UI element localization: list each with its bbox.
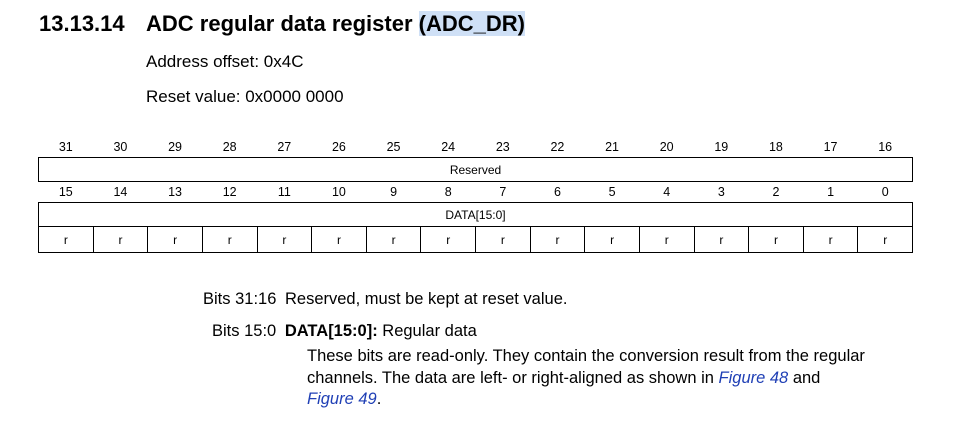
bit-number: 22 — [550, 140, 565, 154]
figure-48-link[interactable]: Figure 48 — [718, 369, 789, 387]
data-field-name: DATA[15:0]: — [284, 322, 378, 340]
bit-number: 10 — [331, 185, 346, 199]
access-type-cell: r — [92, 226, 149, 253]
access-type-cell: r — [638, 226, 695, 253]
access-type-cell: r — [311, 226, 367, 253]
bit-number: 21 — [605, 140, 620, 154]
reset-value: Reset value: 0x0000 0000 — [146, 87, 344, 106]
bits-15-0-detail-line-2: channels. The data are left- or right-al… — [307, 367, 820, 389]
bit-number: 29 — [168, 140, 183, 154]
upper-field-row: Reserved — [38, 157, 913, 182]
access-type-cell: r — [857, 226, 913, 253]
bit-number: 30 — [113, 140, 128, 154]
bit-number: 28 — [222, 140, 237, 154]
upper-bit-numbers-row: 31 30 29 28 27 26 25 24 23 22 21 20 19 18 17 16 — [39, 137, 913, 158]
figure-49-link[interactable]: Figure 49 — [307, 390, 377, 408]
access-type-cell: r — [584, 226, 640, 253]
bit-number: 7 — [499, 185, 507, 199]
section-title: ADC regular data register — [146, 11, 419, 36]
bit-number: 18 — [768, 140, 783, 154]
bit-number: 27 — [277, 140, 292, 154]
register-bit-table: 31 30 29 28 27 26 25 24 23 22 21 20 19 18 17 16 Reserve… — [38, 137, 913, 253]
reserved-field: Reserved — [38, 157, 913, 182]
bit-number: 8 — [444, 185, 452, 199]
selected-register-name[interactable]: (ADC_DR) — [418, 11, 525, 36]
access-type-cell: r — [38, 226, 94, 253]
bit-number: 20 — [659, 140, 674, 154]
data-field: DATA[15:0] — [38, 202, 913, 227]
section-number: 13.13.14 — [39, 11, 125, 36]
detail-text-and: and — [788, 369, 821, 387]
detail-text-period: . — [376, 390, 382, 408]
access-type-cell: r — [529, 226, 586, 253]
lower-bit-numbers-row: 15 14 13 12 11 10 9 8 7 6 5 4 3 2 1 0 — [39, 182, 913, 203]
bit-number: 19 — [714, 140, 729, 154]
access-type-cell: r — [748, 226, 804, 253]
address-offset: Address offset: 0x4C — [146, 52, 304, 71]
detail-text: channels. The data are left- or right-al… — [307, 369, 719, 387]
access-type-cell: r — [420, 226, 476, 253]
access-type-cell: r — [201, 226, 258, 253]
bit-range-31-16: Bits 31:16 — [203, 290, 277, 308]
bit-number: 6 — [553, 185, 561, 199]
data-field-summary: Regular data — [377, 322, 477, 340]
bit-range-15-0: Bits 15:0 — [212, 322, 277, 340]
bit-number: 4 — [663, 185, 671, 199]
bits-15-0-detail-line-1: These bits are read-only. They contain t… — [307, 347, 865, 365]
bit-number: 14 — [113, 185, 128, 199]
bit-number: 3 — [717, 185, 725, 199]
access-type-cell: r — [693, 226, 750, 253]
bit-number: 0 — [881, 185, 889, 199]
bit-number: 17 — [823, 140, 838, 154]
bit-number: 16 — [878, 140, 893, 154]
bit-number: 23 — [495, 140, 510, 154]
section-heading: 13.13.14 ADC regular data register (ADC_D… — [39, 8, 525, 40]
bit-number: 5 — [608, 185, 616, 199]
bit-number: 31 — [58, 140, 73, 154]
lower-field-row: DATA[15:0] — [38, 202, 913, 227]
bit-number: 26 — [331, 140, 346, 154]
bit-number: 24 — [441, 140, 456, 154]
bits-15-0-header: Bits 15:0 DATA[15:0]: Regular data — [212, 320, 477, 342]
access-type-cell: r — [475, 226, 531, 253]
bit-number: 15 — [58, 185, 73, 199]
access-type-cell: r — [147, 226, 203, 253]
bits-31-16-text: Reserved, must be kept at reset value. — [284, 290, 568, 308]
bit-number: 25 — [386, 140, 401, 154]
bit-number: 1 — [827, 185, 835, 199]
bit-number: 11 — [277, 185, 291, 199]
access-type-cell: r — [365, 226, 422, 253]
bit-number: 2 — [772, 185, 780, 199]
access-type-cell: r — [802, 226, 859, 253]
bit-number: 13 — [168, 185, 183, 199]
bit-number: 9 — [390, 185, 398, 199]
bits-31-16-description: Bits 31:16 Reserved, must be kept at res… — [203, 288, 567, 310]
bits-15-0-detail-line-3: Figure 49. — [307, 388, 381, 410]
access-type-cell: r — [256, 226, 313, 253]
bit-number: 12 — [222, 185, 237, 199]
